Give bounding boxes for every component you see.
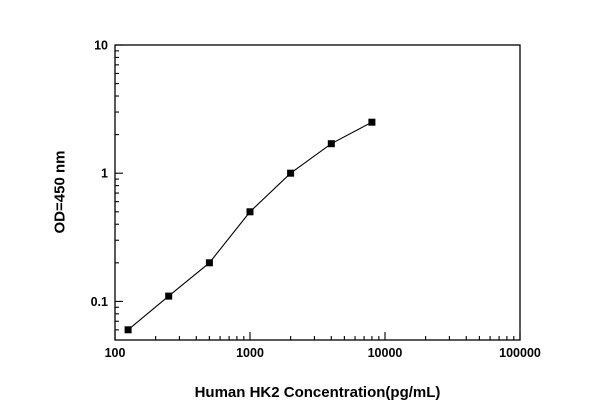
data-point-marker	[327, 140, 335, 148]
data-point-marker	[205, 259, 213, 267]
y-tick-label: 1	[101, 167, 108, 181]
x-tick-label: 100000	[499, 346, 541, 360]
x-tick-labels: 100 1000 10000 100000	[105, 346, 541, 360]
x-tick-label: 100	[105, 346, 126, 360]
x-tick-label: 10000	[368, 346, 403, 360]
data-series-markers	[124, 118, 376, 334]
data-point-marker	[368, 118, 376, 126]
y-tick-label: 10	[94, 39, 108, 53]
data-series-line	[127, 121, 373, 331]
x-axis-title: Human HK2 Concentration(pg/mL)	[194, 384, 441, 401]
data-point-marker	[246, 208, 254, 216]
y-tick-labels: 0.1 1 10	[91, 39, 108, 309]
data-point-marker	[287, 169, 295, 177]
plot-frame	[114, 44, 521, 341]
y-axis-ticks	[115, 44, 123, 331]
y-tick-label: 0.1	[91, 295, 108, 309]
y-axis-title: OD=450 nm	[51, 150, 69, 234]
data-point-marker	[124, 326, 132, 334]
x-axis-ticks	[114, 332, 521, 340]
data-point-marker	[165, 292, 173, 300]
x-tick-label: 1000	[236, 346, 264, 360]
